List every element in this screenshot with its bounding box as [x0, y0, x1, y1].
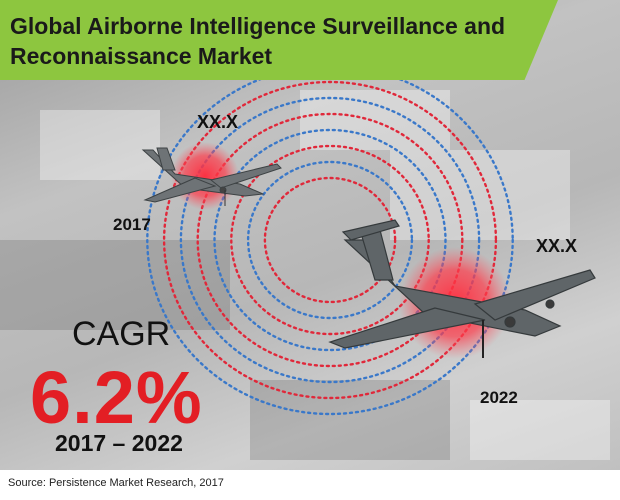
- dotted-ring: [162, 80, 498, 400]
- marker-value-2017: XX.X: [197, 112, 239, 132]
- cagr-value: 6.2%: [30, 356, 203, 439]
- background-block: [390, 150, 570, 240]
- marker-year-2017: 2017: [113, 215, 151, 234]
- dotted-ring: [263, 176, 397, 304]
- cagr-label: CAGR: [72, 315, 171, 353]
- title-banner: [0, 0, 558, 80]
- cagr-period: 2017 – 2022: [55, 430, 183, 456]
- footer-bar: [0, 470, 620, 500]
- title-line-1: Global Airborne Intelligence Surveillanc…: [10, 13, 506, 39]
- dotted-ring: [196, 112, 464, 368]
- dotted-ring: [230, 144, 430, 336]
- dotted-ring: [179, 96, 481, 384]
- page-title: Global Airborne Intelligence Surveillanc…: [10, 11, 530, 71]
- aircraft-small-icon: [141, 147, 282, 206]
- background-block: [40, 110, 160, 180]
- aircraft-large-icon: [328, 219, 596, 358]
- background-shadow: [250, 380, 450, 460]
- dotted-ring: [246, 160, 414, 320]
- background-block: [300, 90, 450, 150]
- background-shadow: [0, 240, 230, 330]
- title-line-2: Reconnaissance Market: [10, 43, 273, 69]
- background-block: [470, 400, 610, 460]
- dotted-ring: [213, 128, 447, 352]
- marker-year-2022: 2022: [480, 388, 518, 407]
- marker-value-2022: XX.X: [536, 236, 578, 256]
- source-note: Source: Persistence Market Research, 201…: [8, 477, 224, 489]
